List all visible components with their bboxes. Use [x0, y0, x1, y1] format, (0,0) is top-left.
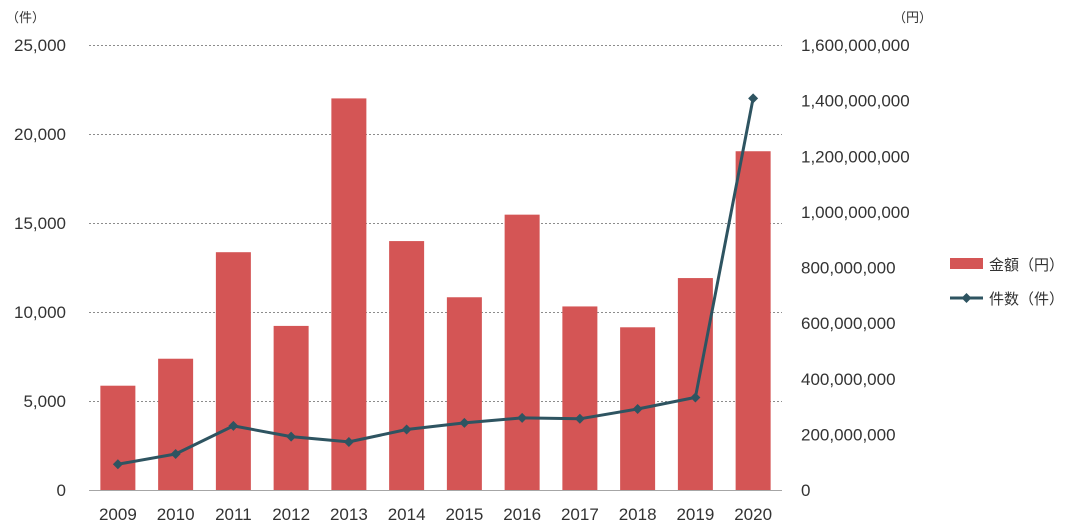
- right-tick-label: 1,000,000,000: [801, 203, 910, 222]
- legend-line-label: 件数（件）: [989, 290, 1064, 308]
- x-tick-label: 2020: [734, 505, 772, 524]
- left-axis-unit: （件）: [6, 11, 45, 26]
- legend-bar-label: 金額（円）: [989, 256, 1064, 274]
- bar: [215, 252, 251, 490]
- legend-line-marker: [961, 293, 972, 303]
- bar-series: [100, 98, 771, 491]
- right-tick-label: 200,000,000: [801, 425, 896, 444]
- left-tick-label: 20,000: [14, 125, 66, 144]
- bar: [677, 278, 713, 490]
- line-point: [112, 459, 123, 470]
- x-tick-label: 2009: [99, 505, 137, 524]
- right-tick-label: 800,000,000: [801, 259, 896, 278]
- right-tick-label: 400,000,000: [801, 370, 896, 389]
- x-tick-label: 2016: [503, 505, 541, 524]
- bar: [100, 385, 136, 490]
- line-point: [286, 431, 297, 442]
- gridlines: [89, 45, 782, 402]
- x-tick-label: 2013: [330, 505, 368, 524]
- axes: 0 5,000 10,000 15,000 20,000 25,000 0 200,000,0…: [14, 36, 910, 524]
- bar: [562, 306, 598, 490]
- x-tick-label: 2014: [388, 505, 426, 524]
- left-tick-label: 25,000: [14, 36, 66, 55]
- bar: [735, 151, 771, 490]
- legend: 金額（円） 件数（件）: [950, 256, 1064, 308]
- right-tick-label: 1,600,000,000: [801, 36, 910, 55]
- right-tick-label: 0: [801, 481, 810, 500]
- bar: [446, 297, 482, 490]
- x-tick-label: 2010: [157, 505, 195, 524]
- x-tick-label: 2019: [676, 505, 714, 524]
- line-point: [343, 436, 354, 447]
- left-tick-label: 0: [57, 481, 66, 500]
- bar: [158, 358, 194, 490]
- line-point: [401, 424, 412, 435]
- line-point: [228, 420, 239, 431]
- legend-bar-swatch: [950, 258, 983, 269]
- right-tick-label: 1,400,000,000: [801, 92, 910, 111]
- bar: [504, 214, 540, 490]
- bar: [273, 325, 309, 490]
- line-point: [632, 404, 643, 415]
- right-tick-label: 600,000,000: [801, 314, 896, 333]
- line-point: [748, 93, 759, 104]
- line-point: [517, 412, 528, 423]
- x-tick-label: 2012: [272, 505, 310, 524]
- right-tick-label: 1,200,000,000: [801, 147, 910, 166]
- bar: [389, 241, 425, 490]
- x-tick-label: 2015: [445, 505, 483, 524]
- line-point: [170, 449, 181, 460]
- line-point: [459, 417, 470, 428]
- x-tick-label: 2011: [215, 505, 252, 524]
- left-tick-label: 5,000: [23, 392, 66, 411]
- x-tick-label: 2017: [561, 505, 599, 524]
- series-line: [117, 98, 755, 466]
- left-tick-label: 15,000: [14, 214, 66, 233]
- line-point: [690, 392, 701, 403]
- line-series: [112, 93, 759, 470]
- left-tick-label: 10,000: [14, 303, 66, 322]
- x-tick-label: 2018: [619, 505, 657, 524]
- right-axis-unit: （円）: [893, 11, 932, 26]
- line-point: [574, 413, 585, 424]
- bar: [331, 98, 367, 491]
